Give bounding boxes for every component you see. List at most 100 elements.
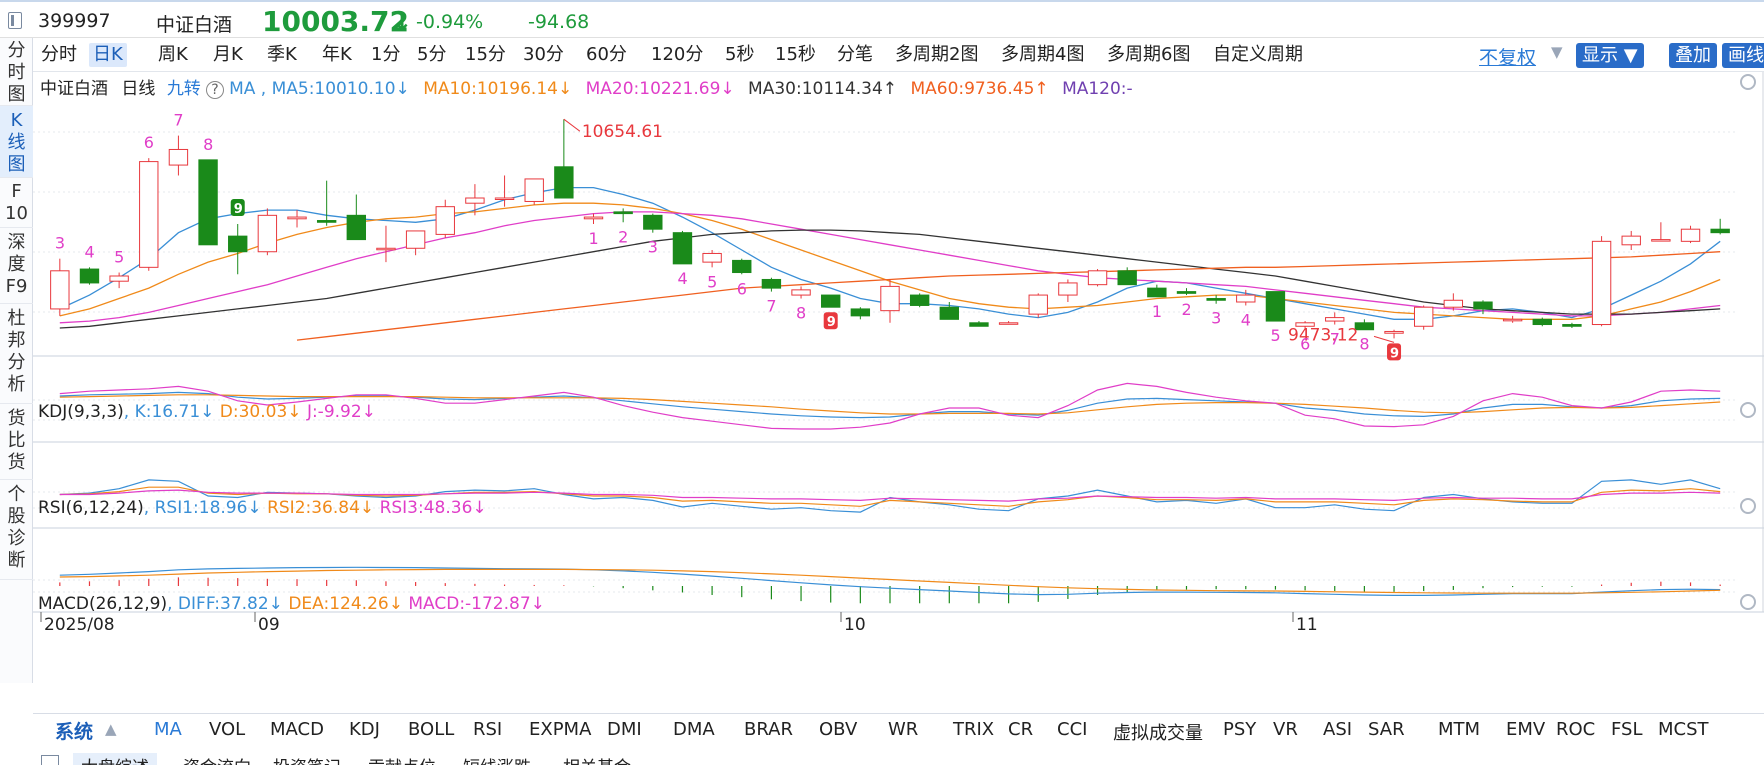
draw-line-button[interactable]: 画线 bbox=[1722, 43, 1764, 68]
sidebar-item-depth-f9[interactable]: 深 度 F9 bbox=[0, 228, 33, 304]
indicator-7[interactable]: DMI bbox=[607, 719, 642, 740]
rsi-settings-gear-icon[interactable] bbox=[1740, 498, 1756, 514]
indicator-20[interactable]: MTM bbox=[1438, 719, 1481, 740]
bottom-tab-3[interactable]: 贡献点位 bbox=[368, 753, 436, 765]
indicator-14[interactable]: CCI bbox=[1057, 719, 1088, 740]
indicator-11[interactable]: WR bbox=[888, 719, 919, 740]
checkbox[interactable] bbox=[41, 755, 59, 765]
indicator-0[interactable]: MA bbox=[154, 719, 182, 740]
period-14[interactable]: 分笔 bbox=[837, 44, 873, 65]
sidebar-item-f10[interactable]: F 10 bbox=[0, 178, 33, 228]
candle-body bbox=[287, 216, 307, 220]
candle-body bbox=[909, 294, 930, 306]
adjust-dropdown[interactable]: 不复权 bbox=[1479, 47, 1537, 69]
period-13[interactable]: 15秒 bbox=[775, 44, 816, 65]
sidebar-item-compare[interactable]: 货 比 货 bbox=[0, 404, 33, 480]
nine-turn-9: 9 bbox=[827, 315, 836, 330]
period-11[interactable]: 120分 bbox=[651, 44, 704, 65]
bottom-tab-2[interactable]: 投资笔记 bbox=[273, 753, 341, 765]
indicator-6[interactable]: EXPMA bbox=[529, 719, 592, 740]
indicator-8[interactable]: DMA bbox=[673, 719, 715, 740]
candle-body bbox=[939, 306, 959, 320]
indicator-22[interactable]: ROC bbox=[1556, 719, 1596, 740]
indicator-23[interactable]: FSL bbox=[1611, 719, 1643, 740]
indicator-16[interactable]: PSY bbox=[1223, 719, 1257, 740]
kdj-j: J:-9.92↓ bbox=[306, 402, 376, 422]
candle-body bbox=[1384, 330, 1404, 334]
period-4[interactable]: 季K bbox=[267, 44, 297, 65]
period-12[interactable]: 5秒 bbox=[725, 44, 755, 65]
candle-body bbox=[998, 322, 1019, 325]
period-8[interactable]: 15分 bbox=[465, 44, 506, 65]
nine-turn-box bbox=[230, 199, 245, 216]
nine-turn-count: 6 bbox=[737, 279, 747, 298]
candle-body bbox=[643, 214, 663, 230]
period-toolbar: 分时 日K 周K 月K 季K 年K 1分 5分 15分 30分 60分 120分 5秒 15秒 分笔 多周期2… bbox=[33, 38, 1764, 72]
indicator-4[interactable]: BOLL bbox=[408, 719, 455, 740]
nine-turn-count: 2 bbox=[618, 227, 628, 246]
candle-body bbox=[228, 235, 248, 253]
period-0[interactable]: 分时 bbox=[41, 44, 77, 65]
indicator-15[interactable]: 虚拟成交量 bbox=[1113, 723, 1203, 744]
candle-body bbox=[168, 148, 189, 166]
indicator-5[interactable]: RSI bbox=[473, 719, 503, 740]
candle-body bbox=[791, 289, 811, 296]
indicator-24[interactable]: MCST bbox=[1658, 719, 1709, 740]
bottom-tab-0[interactable]: 大盘综述 bbox=[73, 753, 157, 765]
period-15[interactable]: 多周期2图 bbox=[895, 44, 979, 65]
bottom-tab-5[interactable]: 相关基金 bbox=[563, 753, 631, 765]
sidebar-item-kline[interactable]: K 线 图 bbox=[0, 106, 33, 178]
indicator-13[interactable]: CR bbox=[1008, 719, 1034, 740]
macd-dea: DEA:124.26↓ bbox=[288, 594, 403, 614]
period-1[interactable]: 日K bbox=[89, 43, 127, 67]
indicator-system-button[interactable]: 系统 bbox=[55, 721, 94, 743]
panel-toggle-icon[interactable] bbox=[8, 12, 22, 29]
candle-body bbox=[1117, 270, 1137, 286]
nine-turn-9: 9 bbox=[1390, 346, 1399, 361]
nine-turn-count: 8 bbox=[796, 304, 806, 323]
indicator-1[interactable]: VOL bbox=[209, 719, 246, 740]
indicator-3[interactable]: KDJ bbox=[349, 719, 380, 740]
chevron-down-icon[interactable]: ▼ bbox=[1551, 43, 1563, 61]
overlay-button[interactable]: 叠加 bbox=[1669, 43, 1717, 68]
macd-settings-gear-icon[interactable] bbox=[1740, 594, 1756, 610]
period-5[interactable]: 年K bbox=[322, 44, 352, 65]
display-button[interactable]: 显示 ▼ bbox=[1576, 43, 1644, 68]
legend-ma60: MA60:9736.45↑ bbox=[910, 79, 1049, 99]
period-3[interactable]: 月K bbox=[213, 44, 243, 65]
period-18[interactable]: 自定义周期 bbox=[1213, 44, 1303, 65]
period-6[interactable]: 1分 bbox=[371, 44, 401, 65]
bottom-tab-4[interactable]: 短线涨跌 bbox=[463, 753, 531, 765]
sidebar-item-dupont[interactable]: 杜 邦 分 析 bbox=[0, 304, 33, 404]
sidebar-item-diagnosis[interactable]: 个 股 诊 断 bbox=[0, 480, 33, 580]
nine-turn-count: 6 bbox=[1300, 335, 1310, 354]
indicator-19[interactable]: SAR bbox=[1368, 719, 1405, 740]
jiuzhuan-toggle[interactable]: 九转 bbox=[166, 79, 201, 99]
period-17[interactable]: 多周期6图 bbox=[1107, 44, 1191, 65]
sidebar-item-timeshare[interactable]: 分 时 图 bbox=[0, 38, 33, 106]
rsi-1: , RSI1:18.96↓ bbox=[143, 498, 262, 518]
settings-gear-icon[interactable] bbox=[1740, 74, 1756, 90]
help-icon[interactable]: ? bbox=[206, 81, 224, 99]
chevron-up-icon[interactable]: ▲ bbox=[105, 720, 117, 738]
period-2[interactable]: 周K bbox=[158, 44, 188, 65]
indicator-21[interactable]: EMV bbox=[1506, 719, 1546, 740]
indicator-10[interactable]: OBV bbox=[819, 719, 858, 740]
period-7[interactable]: 5分 bbox=[417, 44, 447, 65]
kdj-settings-gear-icon[interactable] bbox=[1740, 402, 1756, 418]
nine-turn-count: 4 bbox=[677, 269, 687, 288]
period-10[interactable]: 60分 bbox=[586, 44, 627, 65]
period-9[interactable]: 30分 bbox=[523, 44, 564, 65]
indicator-18[interactable]: ASI bbox=[1323, 719, 1353, 740]
indicator-9[interactable]: BRAR bbox=[744, 719, 793, 740]
bottom-tab-1[interactable]: 资金流向 bbox=[183, 753, 251, 765]
candle-body bbox=[1532, 318, 1552, 326]
rsi-2: RSI2:36.84↓ bbox=[267, 498, 375, 518]
candle-body bbox=[139, 161, 159, 268]
indicator-2[interactable]: MACD bbox=[270, 719, 324, 740]
period-16[interactable]: 多周期4图 bbox=[1001, 44, 1085, 65]
indicator-17[interactable]: VR bbox=[1273, 719, 1298, 740]
indicator-12[interactable]: TRIX bbox=[953, 719, 995, 740]
